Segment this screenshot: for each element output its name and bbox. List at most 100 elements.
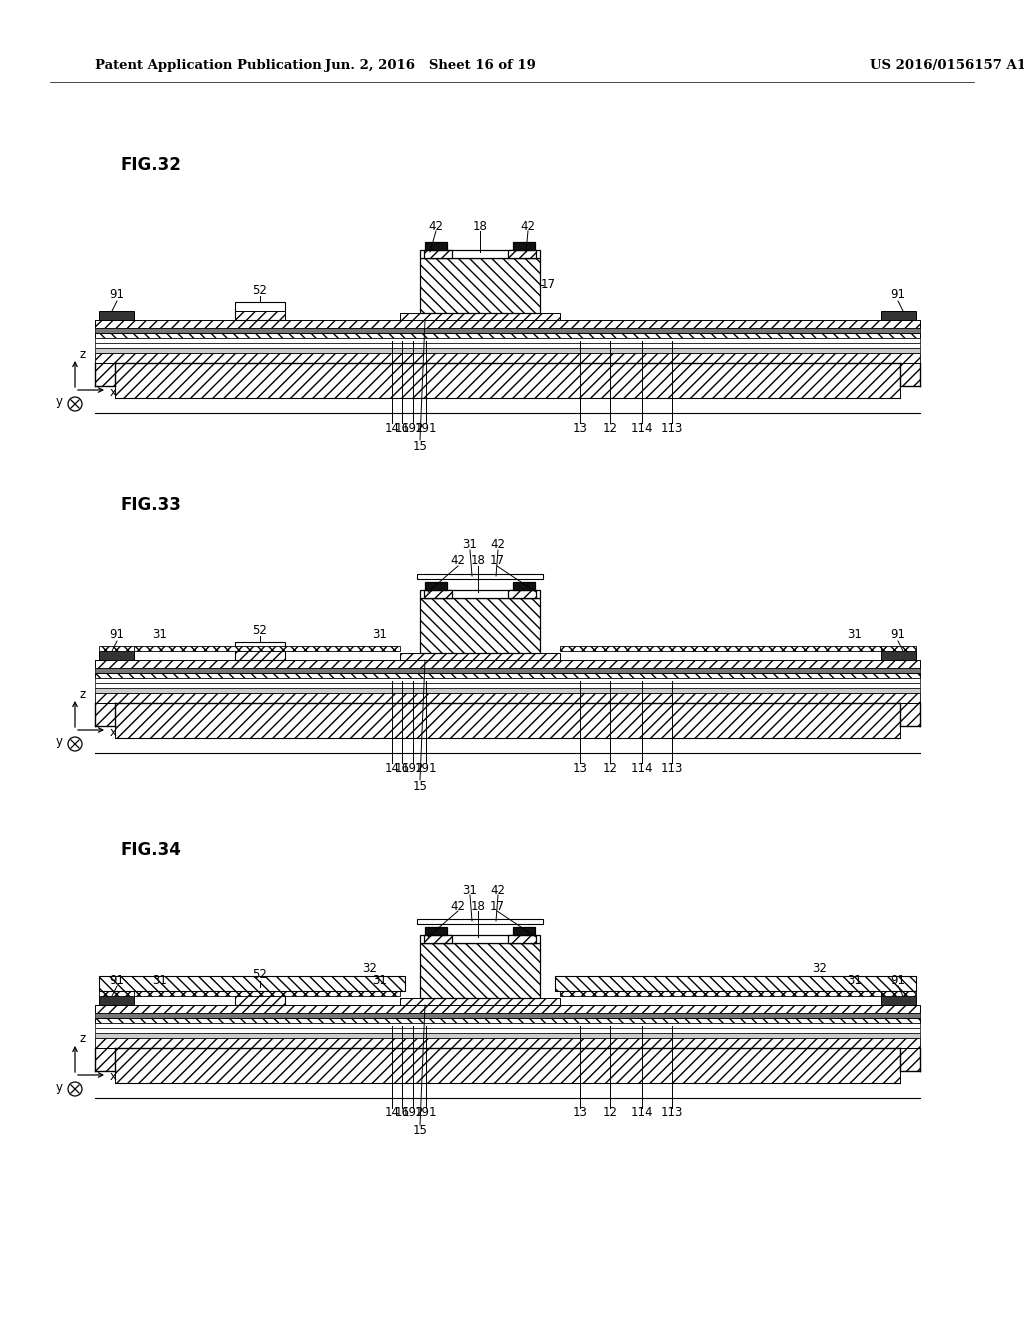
Text: 114: 114 — [631, 762, 653, 775]
Bar — [95, 1005, 920, 1012]
Text: 16: 16 — [394, 421, 410, 434]
Bar — [425, 582, 447, 590]
Text: 31: 31 — [848, 628, 862, 642]
Bar — [508, 249, 536, 257]
Text: 14: 14 — [384, 421, 399, 434]
Bar — [99, 991, 134, 997]
Text: 18: 18 — [471, 554, 485, 568]
Bar — [95, 363, 115, 385]
Bar — [881, 991, 916, 997]
Text: 14: 14 — [384, 1106, 399, 1119]
Bar — [234, 312, 285, 319]
Text: 17: 17 — [541, 279, 555, 292]
Text: 18: 18 — [471, 899, 485, 912]
Bar — [95, 319, 920, 327]
Bar — [115, 363, 900, 399]
Bar — [881, 312, 916, 319]
Text: 16: 16 — [394, 1106, 410, 1119]
Text: 113: 113 — [660, 1106, 683, 1119]
Text: 192: 192 — [401, 1106, 424, 1119]
Bar — [234, 651, 285, 660]
Bar — [420, 598, 540, 653]
Bar — [424, 935, 452, 942]
Text: z: z — [80, 688, 86, 701]
Text: 18: 18 — [472, 219, 487, 232]
Bar — [424, 590, 452, 598]
Text: 42: 42 — [490, 883, 506, 896]
Text: 191: 191 — [415, 421, 437, 434]
Text: z: z — [80, 347, 86, 360]
Bar — [234, 302, 285, 319]
Bar — [508, 935, 536, 942]
Bar — [420, 935, 540, 942]
Text: 91: 91 — [110, 974, 125, 986]
Text: 31: 31 — [373, 974, 387, 986]
Text: 52: 52 — [253, 969, 267, 982]
Text: 17: 17 — [489, 899, 505, 912]
Bar — [99, 975, 406, 991]
Text: 13: 13 — [572, 762, 588, 775]
Text: 15: 15 — [413, 1125, 427, 1138]
Text: y: y — [56, 1081, 63, 1093]
Bar — [95, 352, 920, 363]
Text: 52: 52 — [253, 284, 267, 297]
Bar — [95, 704, 115, 726]
Text: 14: 14 — [384, 762, 399, 775]
Bar — [115, 704, 900, 738]
Bar — [95, 348, 920, 352]
Bar — [400, 313, 560, 319]
Text: 31: 31 — [153, 974, 168, 986]
Text: 17: 17 — [489, 554, 505, 568]
Bar — [95, 1048, 115, 1071]
Text: 192: 192 — [401, 762, 424, 775]
Bar — [95, 1038, 920, 1048]
Bar — [99, 997, 134, 1005]
Bar — [425, 927, 447, 935]
Text: 31: 31 — [463, 883, 477, 896]
Text: 42: 42 — [490, 539, 506, 552]
Text: 32: 32 — [813, 961, 827, 974]
Text: Jun. 2, 2016   Sheet 16 of 19: Jun. 2, 2016 Sheet 16 of 19 — [325, 58, 536, 71]
Bar — [95, 678, 920, 682]
Bar — [115, 1048, 900, 1082]
Text: 42: 42 — [451, 554, 466, 568]
Bar — [424, 249, 452, 257]
Bar — [900, 1048, 920, 1071]
Bar — [95, 673, 920, 678]
Text: 114: 114 — [631, 1106, 653, 1119]
Bar — [95, 1034, 920, 1038]
Text: 91: 91 — [110, 289, 125, 301]
Bar — [513, 927, 535, 935]
Text: 191: 191 — [415, 762, 437, 775]
Text: 42: 42 — [428, 219, 443, 232]
Text: 42: 42 — [520, 219, 536, 232]
Text: 13: 13 — [572, 1106, 588, 1119]
Text: FIG.34: FIG.34 — [120, 841, 181, 859]
Text: 52: 52 — [253, 623, 267, 636]
Text: 16: 16 — [394, 762, 410, 775]
Text: y: y — [56, 396, 63, 408]
Bar — [900, 704, 920, 726]
Text: y: y — [56, 735, 63, 748]
Text: US 2016/0156157 A1: US 2016/0156157 A1 — [870, 58, 1024, 71]
Bar — [95, 327, 920, 333]
Bar — [95, 333, 920, 338]
Text: 114: 114 — [631, 421, 653, 434]
Bar — [99, 645, 134, 651]
Bar — [95, 1028, 920, 1034]
Bar — [95, 688, 920, 693]
Bar — [417, 574, 543, 579]
Bar — [95, 1012, 920, 1018]
Text: z: z — [80, 1032, 86, 1045]
Text: x: x — [110, 726, 117, 738]
Text: 31: 31 — [848, 974, 862, 986]
Bar — [560, 645, 881, 651]
Text: x: x — [110, 1071, 117, 1084]
Text: 91: 91 — [891, 974, 905, 986]
Text: 15: 15 — [413, 440, 427, 453]
Text: 91: 91 — [110, 628, 125, 642]
Bar — [99, 651, 134, 660]
Bar — [508, 590, 536, 598]
Bar — [95, 660, 920, 668]
Bar — [95, 343, 920, 348]
